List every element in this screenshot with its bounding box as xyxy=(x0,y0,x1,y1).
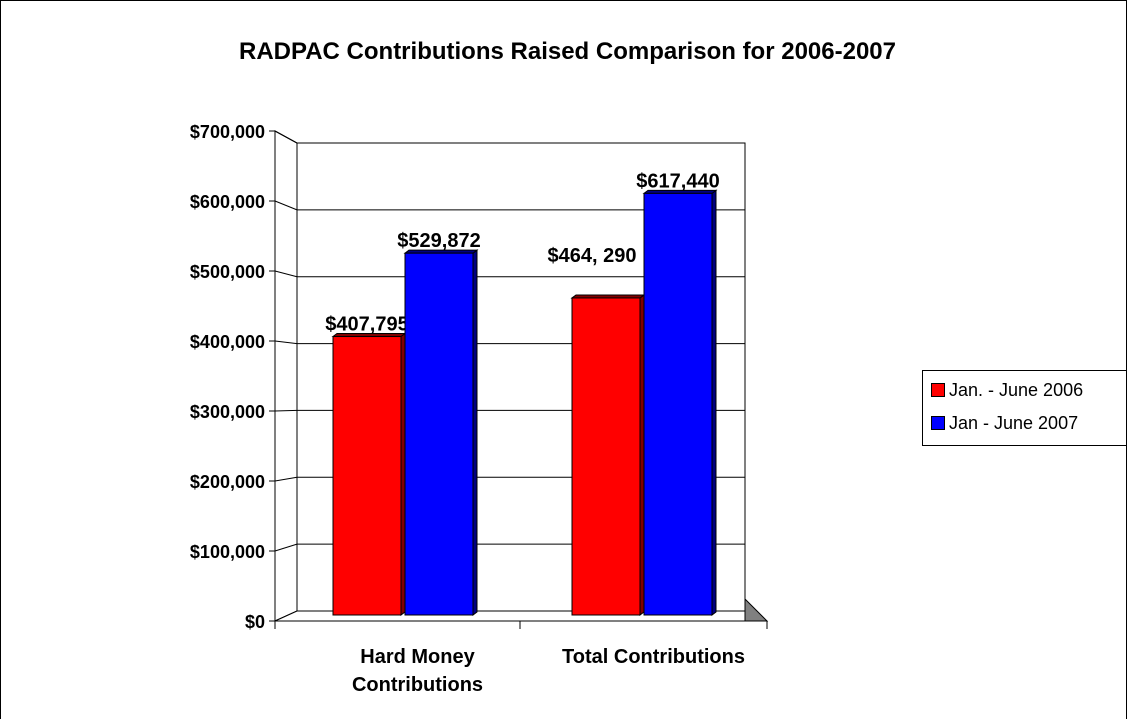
chart-title: RADPAC Contributions Raised Comparison f… xyxy=(238,38,896,65)
gridline-side xyxy=(274,200,298,211)
x-tick-label: Total Contributions xyxy=(562,646,745,668)
y-tick-label: $300,000 xyxy=(190,402,265,422)
gridline-side xyxy=(274,409,298,412)
y-tick-label: $400,000 xyxy=(190,332,265,352)
y-tick-label: $600,000 xyxy=(190,192,265,212)
y-tick-label: $100,000 xyxy=(190,542,265,562)
bar xyxy=(643,192,713,616)
legend-label-2006: Jan. - June 2006 xyxy=(949,380,1084,400)
legend-item-2006: Jan. - June 2006 xyxy=(931,380,1083,401)
bar xyxy=(404,252,474,616)
data-label: $617,440 xyxy=(636,170,719,192)
floor-shadow xyxy=(744,597,769,622)
bar-side xyxy=(472,249,478,616)
bar-side xyxy=(711,189,717,616)
bar xyxy=(332,336,402,616)
y-tick-label: $200,000 xyxy=(190,472,265,492)
gridline-side xyxy=(274,476,298,482)
x-tick-label: Hard Money xyxy=(360,646,475,668)
legend-swatch-2006 xyxy=(931,383,945,397)
legend-item-2007: Jan - June 2007 xyxy=(931,413,1078,434)
y-tick-label: $0 xyxy=(245,612,265,632)
data-label: $407,795 xyxy=(325,314,408,336)
bar xyxy=(571,297,641,616)
gridline-side xyxy=(274,340,298,345)
gridline-side xyxy=(274,130,298,144)
bar-side xyxy=(639,293,645,616)
x-tick-label: Contributions xyxy=(352,674,483,696)
legend-label-2007: Jan - June 2007 xyxy=(949,413,1079,433)
y-tick-label: $700,000 xyxy=(190,122,265,142)
data-label: $529,872 xyxy=(397,230,480,252)
y-tick-label: $500,000 xyxy=(190,262,265,282)
gridline-side xyxy=(274,543,298,552)
legend: Jan. - June 2006 Jan - June 2007 xyxy=(922,370,1127,446)
gridline-side xyxy=(274,270,298,278)
bar-side xyxy=(400,332,406,616)
data-label: $464, 290 xyxy=(548,245,637,267)
legend-swatch-2007 xyxy=(931,416,945,430)
